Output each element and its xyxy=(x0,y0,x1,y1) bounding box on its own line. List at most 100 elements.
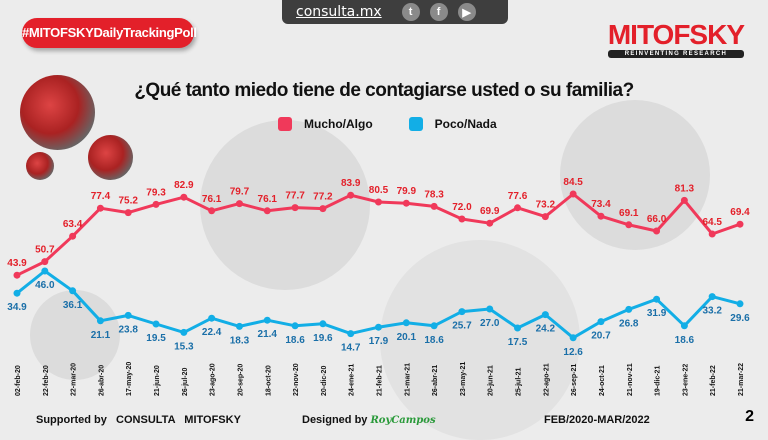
data-label-mucho: 73.4 xyxy=(591,199,611,210)
data-label-poco: 17.5 xyxy=(508,337,528,348)
data-point-poco xyxy=(514,324,522,332)
data-point-poco xyxy=(124,311,132,319)
data-point-mucho xyxy=(375,198,382,206)
data-label-mucho: 82.9 xyxy=(174,180,194,191)
data-point-poco xyxy=(402,319,410,327)
data-label-mucho: 79.7 xyxy=(230,187,250,198)
logo-name: MITOFSKY xyxy=(607,19,745,50)
data-label-mucho: 76.1 xyxy=(258,194,278,205)
data-label-mucho: 84.5 xyxy=(563,177,583,188)
x-tick-label: 02-feb-20 xyxy=(15,365,22,396)
data-label-poco: 22.4 xyxy=(202,327,222,338)
data-point-mucho xyxy=(69,232,77,240)
data-point-poco xyxy=(680,322,688,330)
page-number: 2 xyxy=(745,408,754,425)
x-tick-label: 26-abr-20 xyxy=(98,365,105,396)
data-point-poco xyxy=(736,300,744,308)
data-point-mucho xyxy=(569,190,577,198)
data-label-poco: 19.6 xyxy=(313,333,333,344)
data-point-poco xyxy=(208,314,216,322)
x-tick-label: 20-dic-20 xyxy=(321,366,328,396)
data-point-poco xyxy=(180,328,188,336)
virus-image xyxy=(20,75,95,150)
data-label-poco: 26.8 xyxy=(619,318,639,329)
x-tick-label: 23-ene-22 xyxy=(682,364,689,396)
data-point-mucho xyxy=(208,207,216,215)
data-label-mucho: 50.7 xyxy=(35,245,55,256)
data-point-mucho xyxy=(235,200,243,208)
data-point-mucho xyxy=(541,213,549,221)
data-label-poco: 25.7 xyxy=(452,321,472,332)
data-label-poco: 17.9 xyxy=(369,336,389,347)
data-point-mucho xyxy=(680,196,688,204)
data-label-poco: 33.2 xyxy=(702,306,722,317)
site-link[interactable]: consulta.mx xyxy=(296,4,382,20)
data-label-mucho: 77.4 xyxy=(91,191,111,202)
data-point-mucho xyxy=(291,204,299,212)
x-tick-label: 22-feb-20 xyxy=(43,365,50,396)
data-label-mucho: 77.2 xyxy=(313,192,333,203)
data-label-mucho: 69.4 xyxy=(730,207,750,218)
x-tick-label: 21-feb-21 xyxy=(377,365,384,396)
data-point-poco xyxy=(569,334,577,342)
data-label-mucho: 63.4 xyxy=(63,219,83,230)
designed-by: Designed by RoyCampos xyxy=(302,414,436,426)
data-label-poco: 24.2 xyxy=(536,324,556,335)
data-label-poco: 34.9 xyxy=(7,302,27,313)
virus-image xyxy=(88,135,133,180)
x-tick-label: 24-ene-21 xyxy=(349,364,356,396)
data-point-mucho xyxy=(124,209,132,217)
x-tick-label: 26-abr-21 xyxy=(432,365,439,396)
data-point-poco xyxy=(458,308,466,316)
data-label-mucho: 73.2 xyxy=(536,200,556,211)
data-point-poco xyxy=(486,305,494,313)
data-label-poco: 23.8 xyxy=(118,324,138,335)
data-label-mucho: 83.9 xyxy=(341,178,361,189)
legend-label: Mucho/Algo xyxy=(304,117,373,131)
youtube-icon[interactable]: ▶ xyxy=(457,3,476,21)
hashtag-badge: #MITOFSKYDailyTrackingPoll xyxy=(22,18,197,48)
x-tick-label: 22-mar-20 xyxy=(71,363,78,396)
chart-legend: Mucho/Algo Poco/Nada xyxy=(278,117,497,131)
data-label-poco: 18.6 xyxy=(675,335,695,346)
data-point-poco xyxy=(319,320,327,328)
logo-tagline: REINVENTING RESEARCH xyxy=(607,50,744,58)
data-point-mucho xyxy=(458,215,466,223)
data-label-mucho: 77.6 xyxy=(508,191,528,202)
x-tick-label: 21-nov-21 xyxy=(627,363,634,396)
data-point-mucho xyxy=(263,207,271,215)
data-point-mucho xyxy=(319,205,327,213)
data-point-mucho xyxy=(653,227,661,235)
facebook-icon[interactable]: f xyxy=(429,3,448,21)
data-label-poco: 46.0 xyxy=(35,280,55,291)
data-label-mucho: 78.3 xyxy=(424,189,444,200)
data-point-mucho xyxy=(152,200,160,208)
data-point-poco xyxy=(541,311,549,319)
data-point-mucho xyxy=(347,191,355,199)
data-label-poco: 18.3 xyxy=(230,335,250,346)
legend-label: Poco/Nada xyxy=(434,117,497,131)
x-tick-label: 23-may-21 xyxy=(460,362,467,396)
data-point-mucho xyxy=(180,193,188,201)
x-tick-label: 21-feb-22 xyxy=(710,365,717,396)
data-point-mucho xyxy=(708,230,716,238)
legend-item: Mucho/Algo xyxy=(278,117,373,131)
data-label-poco: 15.3 xyxy=(174,341,194,352)
chart-title: ¿Qué tanto miedo tiene de contagiarse us… xyxy=(134,80,634,101)
twitter-icon[interactable]: t xyxy=(401,3,420,21)
x-tick-label: 21-mar-22 xyxy=(738,363,745,396)
legend-item: Poco/Nada xyxy=(408,117,497,131)
data-point-poco xyxy=(96,317,104,325)
x-tick-label: 20-sep-20 xyxy=(237,364,244,396)
x-tick-label: 21-mar-21 xyxy=(404,363,411,396)
data-point-poco xyxy=(625,305,633,313)
data-label-mucho: 79.3 xyxy=(146,187,166,198)
data-label-mucho: 77.7 xyxy=(285,191,305,202)
x-tick-label: 17-may-20 xyxy=(126,362,133,396)
data-point-poco xyxy=(291,322,299,330)
data-label-poco: 19.5 xyxy=(146,333,166,344)
top-bar: consulta.mx t f ▶ xyxy=(282,0,508,24)
x-tick-label: 20-jun-21 xyxy=(488,365,495,396)
data-point-poco xyxy=(152,320,160,328)
x-tick-label: 25-jul-21 xyxy=(516,367,523,396)
